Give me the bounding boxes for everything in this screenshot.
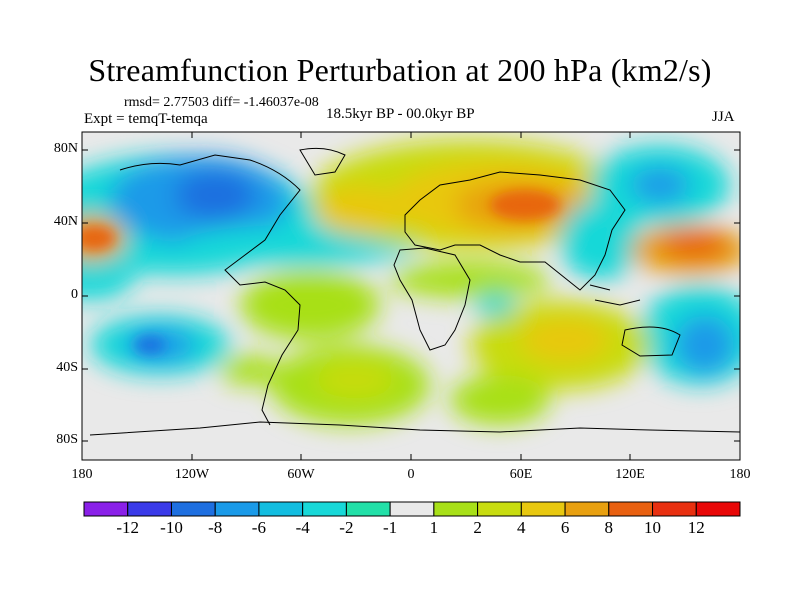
colorbar-label: -4 — [295, 518, 310, 537]
colorbar-label: 1 — [429, 518, 439, 537]
colorbar-swatch — [214, 501, 260, 517]
colorbar-swatch — [652, 501, 697, 517]
colorbar-label: -6 — [251, 518, 266, 537]
lon-tick-0: 0 — [407, 467, 415, 482]
colorbar-swatch — [345, 501, 391, 517]
lat-tick-0: 0 — [71, 287, 78, 302]
colorbar-swatch — [170, 501, 216, 517]
contour-field — [82, 132, 740, 460]
colorbar-label: -8 — [208, 518, 223, 537]
colorbar-label: 12 — [687, 518, 705, 537]
plot-title: Streamfunction Perturbation at 200 hPa (… — [88, 52, 712, 88]
axis-ticks — [82, 132, 740, 460]
lon-tick-180e: 180 — [729, 467, 751, 482]
colorbar-swatch — [258, 501, 304, 517]
colorbar-label: 4 — [517, 518, 526, 537]
colorbar-swatch — [433, 501, 479, 517]
colorbar-label: 10 — [644, 518, 661, 537]
lat-tick-40s: 40S — [56, 360, 78, 375]
colorbar-swatch — [83, 501, 129, 517]
colorbar-swatch — [520, 501, 566, 517]
colorbar-swatch — [389, 501, 435, 517]
colorbar-label: -12 — [116, 518, 140, 537]
period-label: 18.5kyr BP - 00.0kyr BP — [326, 106, 475, 122]
colorbar-swatch — [127, 501, 172, 517]
experiment-label: Expt = temqT-temqa — [84, 111, 208, 127]
lon-tick-60e: 60E — [509, 467, 533, 482]
coastlines — [89, 147, 740, 436]
colorbar-label: 2 — [473, 518, 482, 537]
lon-tick-180w: 180 — [71, 467, 93, 482]
colorbar-swatch — [564, 501, 610, 517]
colorbar-swatch — [302, 501, 347, 517]
colorbar-label: -10 — [160, 518, 183, 537]
colorbar-label: 8 — [604, 518, 614, 537]
stats-text: rmsd= 2.77503 diff= -1.46037e-08 — [124, 95, 319, 110]
colorbar-swatch — [608, 501, 654, 517]
season-label: JJA — [712, 109, 735, 125]
colorbar-swatch — [695, 501, 741, 517]
lat-tick-40n: 40N — [53, 214, 78, 229]
colorbar — [83, 501, 741, 517]
lon-tick-120e: 120E — [615, 467, 645, 482]
colorbar-label: 6 — [560, 518, 570, 537]
lat-tick-80n: 80N — [53, 141, 78, 156]
lat-tick-80s: 80S — [56, 432, 78, 447]
lon-tick-60w: 60W — [287, 467, 315, 482]
colorbar-label: -1 — [383, 518, 398, 537]
colorbar-swatch — [477, 501, 522, 517]
colorbar-label: -2 — [339, 518, 354, 537]
lon-tick-120w: 120W — [174, 467, 210, 482]
